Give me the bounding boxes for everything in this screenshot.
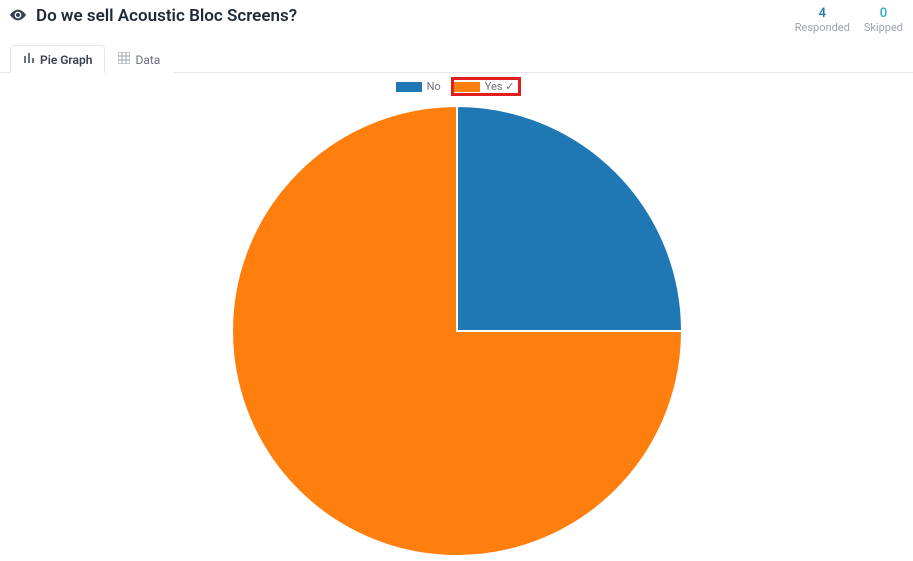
legend-item-no[interactable]: No (392, 78, 445, 95)
legend-swatch-yes (454, 82, 480, 92)
tab-pie-graph[interactable]: Pie Graph (10, 45, 105, 73)
tab-data-label: Data (135, 53, 160, 67)
stat-responded-label: Responded (795, 21, 850, 34)
stat-responded-value: 4 (795, 6, 850, 21)
table-icon (118, 52, 130, 67)
header: Do we sell Acoustic Bloc Screens? 4 Resp… (0, 0, 913, 34)
eye-icon (10, 9, 26, 24)
tab-pie-label: Pie Graph (40, 53, 92, 67)
page-title: Do we sell Acoustic Bloc Screens? (36, 6, 297, 26)
pie-slice-no[interactable] (457, 106, 682, 331)
legend: No Yes ✓ (0, 73, 913, 96)
legend-label-yes: Yes ✓ (485, 80, 515, 93)
legend-label-no: No (427, 80, 441, 93)
legend-swatch-no (396, 82, 422, 92)
tabs: Pie Graph Data (0, 34, 913, 73)
pie-chart (227, 101, 687, 561)
chart-area: No Yes ✓ (0, 73, 913, 528)
stat-responded[interactable]: 4 Responded (795, 6, 850, 34)
stat-skipped[interactable]: 0 Skipped (864, 6, 903, 34)
legend-item-yes[interactable]: Yes ✓ (451, 77, 522, 96)
tab-data[interactable]: Data (105, 45, 173, 73)
stat-skipped-label: Skipped (864, 21, 903, 34)
bar-chart-icon (23, 52, 35, 67)
title-wrap: Do we sell Acoustic Bloc Screens? (10, 6, 297, 26)
pie-svg (227, 101, 687, 561)
stats: 4 Responded 0 Skipped (795, 6, 903, 34)
stat-skipped-value: 0 (864, 6, 903, 21)
